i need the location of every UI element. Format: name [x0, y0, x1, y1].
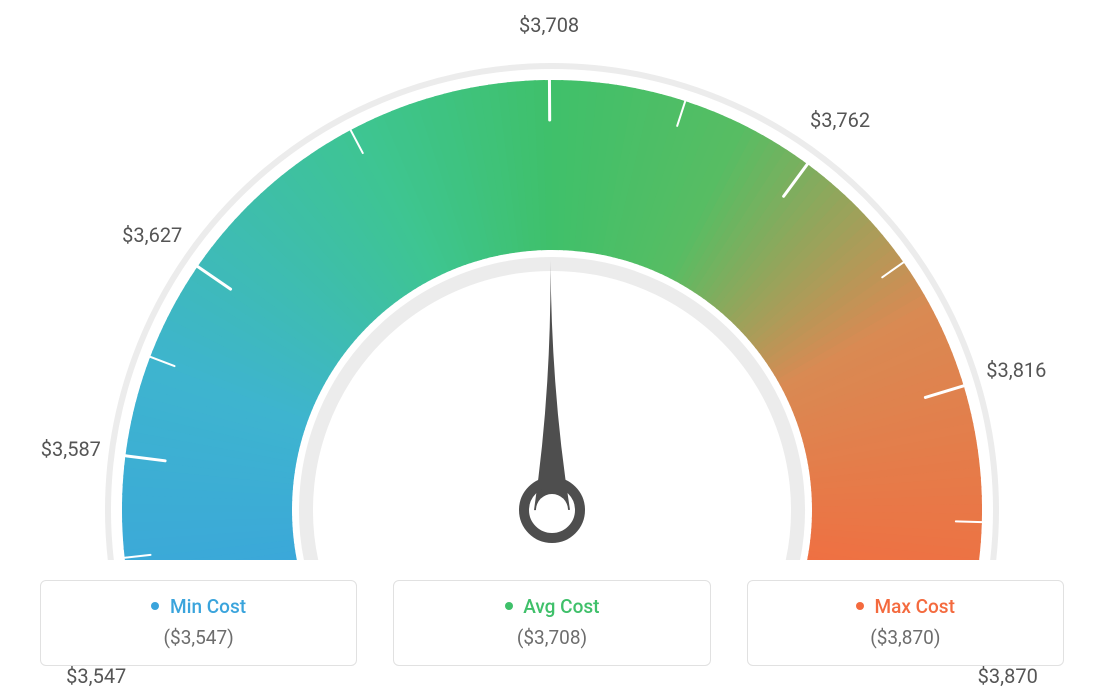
- legend-title-max: Max Cost: [748, 595, 1063, 618]
- legend-title-min: Min Cost: [41, 595, 356, 618]
- gauge-tick-label: $3,870: [978, 664, 1038, 688]
- legend-title-avg: Avg Cost: [394, 595, 709, 618]
- legend-label-max: Max Cost: [874, 595, 954, 618]
- legend-card-max: Max Cost ($3,870): [747, 580, 1064, 666]
- gauge-tick-label: $3,816: [986, 358, 1046, 382]
- gauge-tick-label: $3,762: [810, 108, 870, 132]
- gauge-svg: [0, 0, 1104, 560]
- legend-label-min: Min Cost: [170, 595, 246, 618]
- legend-value-min: ($3,547): [41, 626, 356, 649]
- dot-icon: [151, 602, 159, 610]
- legend-value-max: ($3,870): [748, 626, 1063, 649]
- dot-icon: [856, 602, 864, 610]
- gauge-tick-label: $3,708: [519, 13, 579, 37]
- gauge-chart: $3,547$3,587$3,627$3,708$3,762$3,816$3,8…: [0, 0, 1104, 560]
- legend-value-avg: ($3,708): [394, 626, 709, 649]
- legend-label-avg: Avg Cost: [523, 595, 599, 618]
- gauge-tick-label: $3,547: [66, 664, 126, 688]
- legend-row: Min Cost ($3,547) Avg Cost ($3,708) Max …: [0, 580, 1104, 666]
- gauge-tick-label: $3,627: [122, 223, 182, 247]
- gauge-tick-label: $3,587: [41, 437, 101, 461]
- legend-card-min: Min Cost ($3,547): [40, 580, 357, 666]
- dot-icon: [505, 602, 513, 610]
- legend-card-avg: Avg Cost ($3,708): [393, 580, 710, 666]
